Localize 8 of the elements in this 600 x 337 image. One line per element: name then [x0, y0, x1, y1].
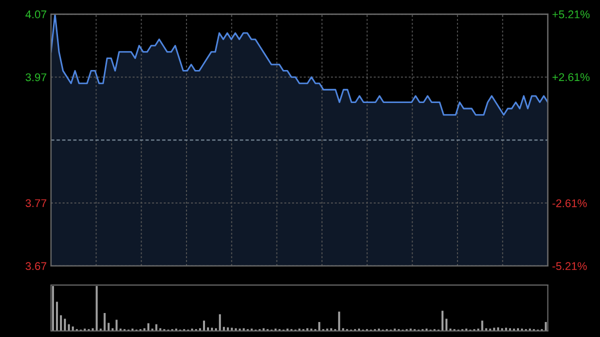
y-tick-label: 3.77	[26, 199, 46, 208]
y2-tick-label: +5.21%	[552, 10, 590, 18]
y-tick-label: 3.67	[26, 262, 46, 270]
y-tick-label: 4.07	[25, 10, 46, 18]
y-tick-label: 3.97	[26, 73, 46, 82]
y2-tick-label: -5.21%	[552, 262, 587, 270]
y2-tick-label: +2.61%	[552, 73, 590, 82]
y2-tick-label: -2.61%	[552, 199, 587, 208]
